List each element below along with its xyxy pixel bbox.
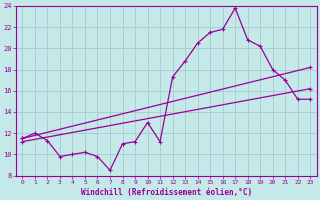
X-axis label: Windchill (Refroidissement éolien,°C): Windchill (Refroidissement éolien,°C) [81, 188, 252, 197]
